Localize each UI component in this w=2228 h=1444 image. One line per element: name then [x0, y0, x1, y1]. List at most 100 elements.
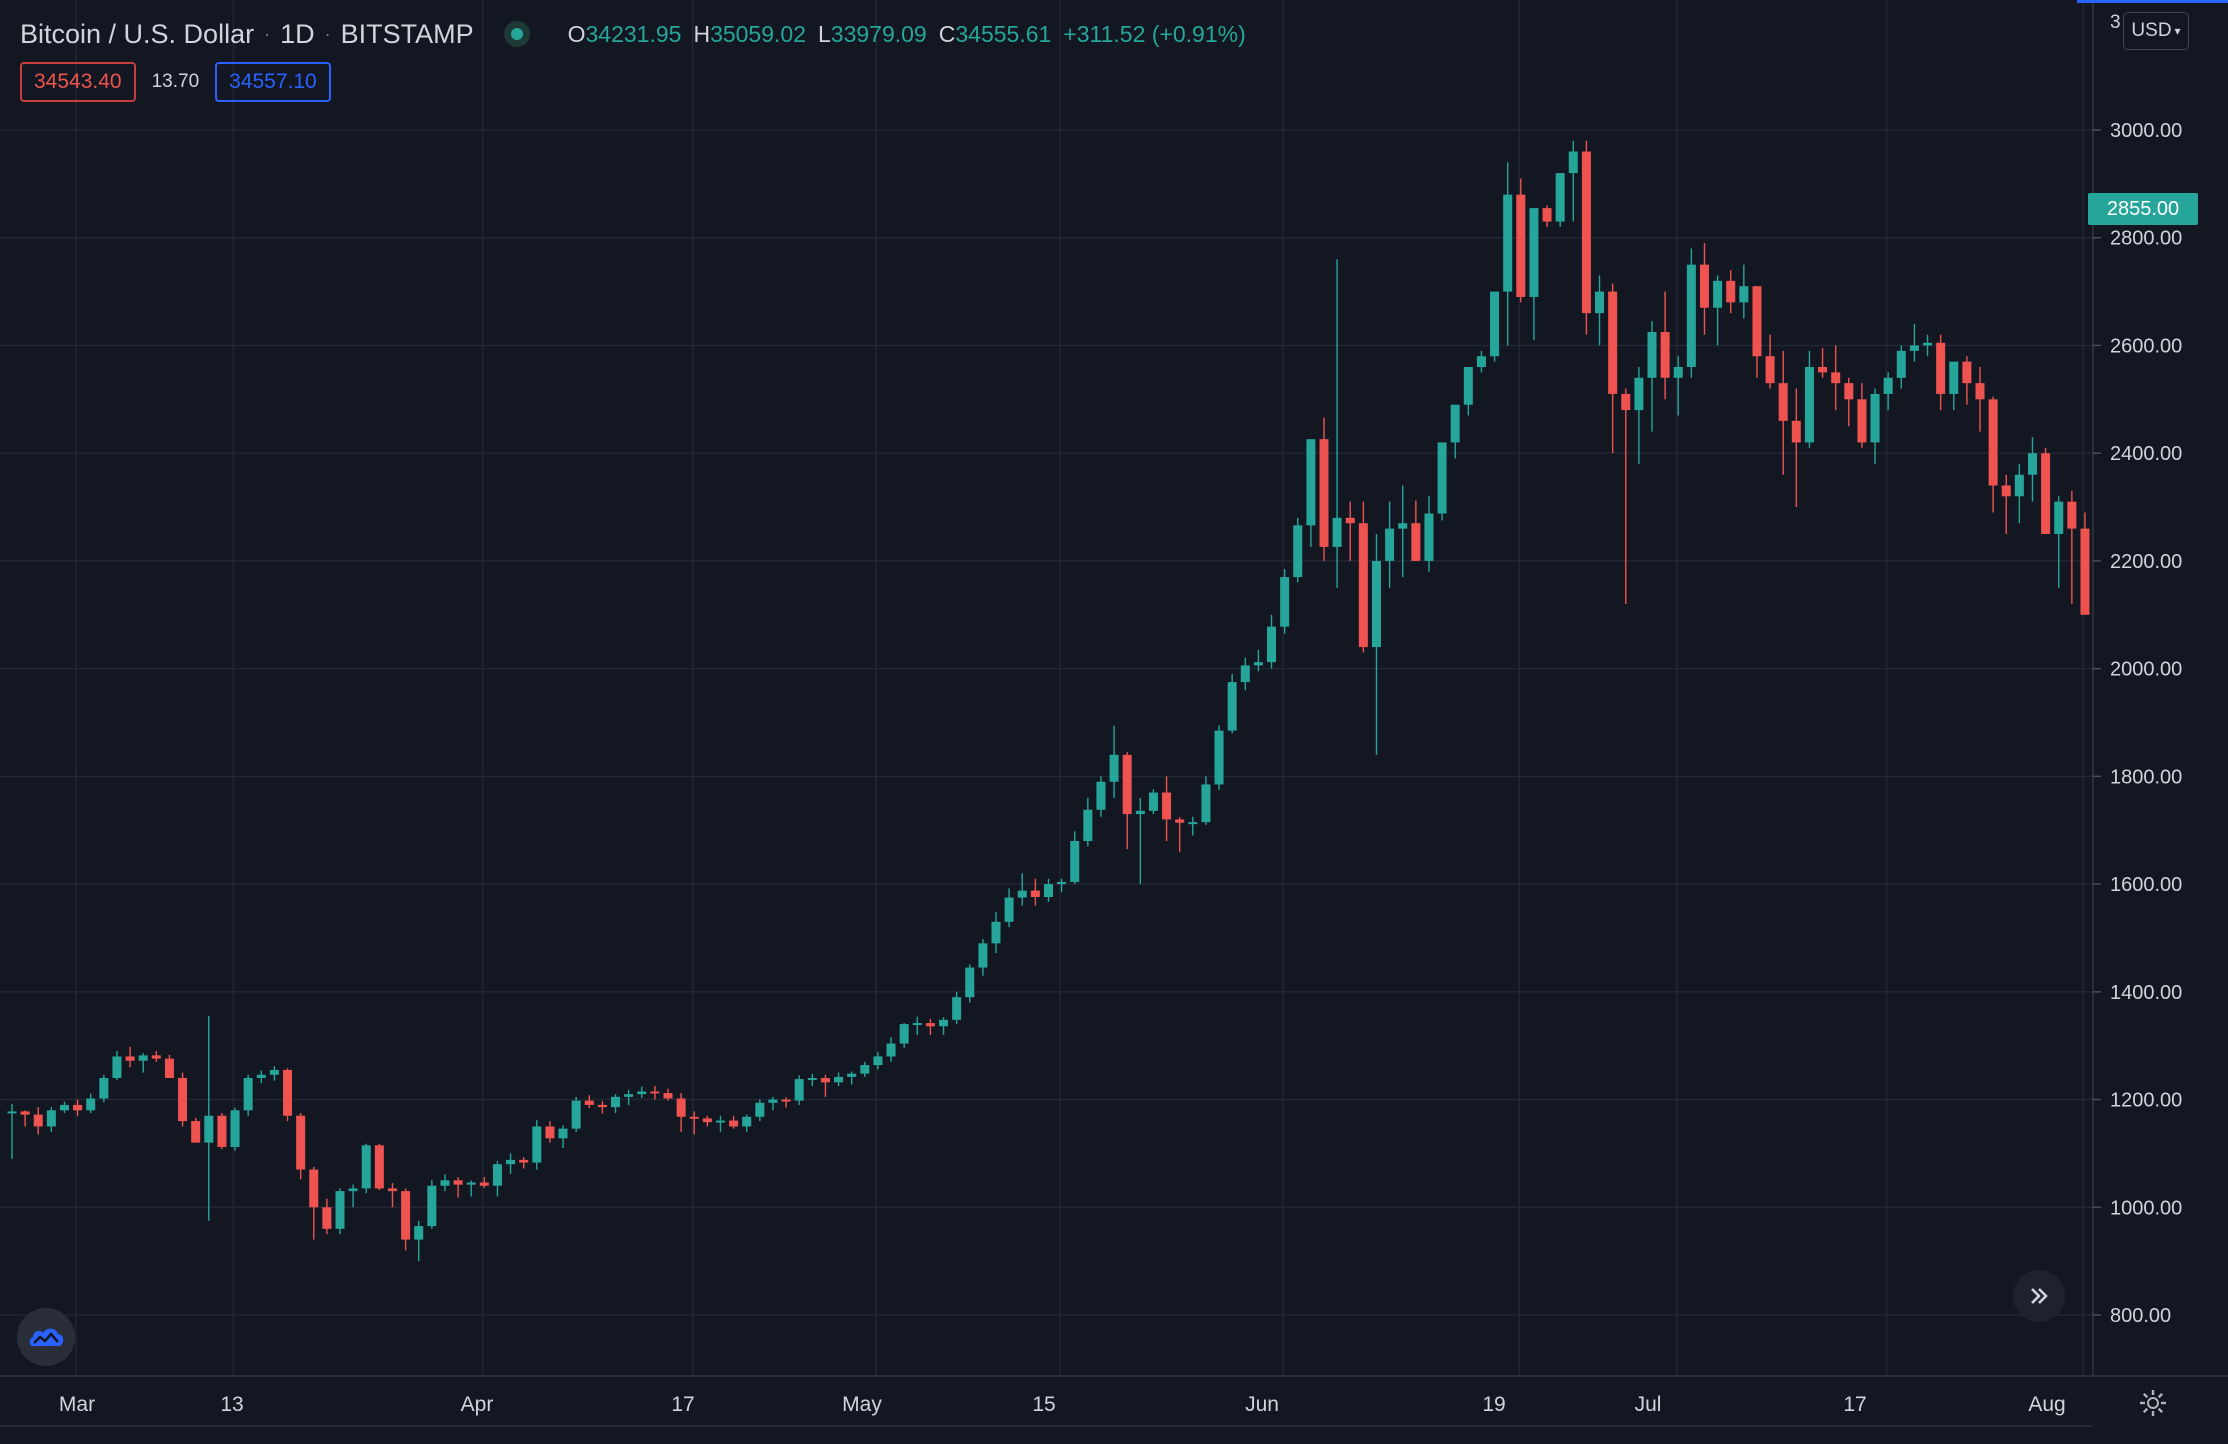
candle-body[interactable] [637, 1091, 647, 1095]
candle-body[interactable] [1135, 810, 1145, 815]
candle-body[interactable] [847, 1073, 857, 1077]
candle-body[interactable] [663, 1093, 673, 1099]
candle-body[interactable] [1424, 513, 1434, 561]
candle-body[interactable] [479, 1182, 489, 1186]
candle-body[interactable] [1621, 393, 1631, 411]
candle-body[interactable] [99, 1078, 109, 1099]
candle-body[interactable] [768, 1099, 778, 1103]
candle-body[interactable] [59, 1104, 69, 1111]
tradingview-cloud-icon[interactable] [17, 1308, 75, 1366]
candle-body[interactable] [781, 1099, 791, 1102]
candle-body[interactable] [1004, 897, 1014, 922]
candle-body[interactable] [191, 1121, 201, 1143]
candle-body[interactable] [794, 1079, 804, 1101]
candle-body[interactable] [1371, 560, 1381, 648]
candle-body[interactable] [361, 1145, 371, 1189]
candle-body[interactable] [1686, 264, 1696, 367]
candle-body[interactable] [178, 1078, 188, 1122]
candle-body[interactable] [1581, 151, 1591, 314]
candle-body[interactable] [217, 1115, 227, 1147]
candle-body[interactable] [256, 1074, 266, 1078]
candle-body[interactable] [1516, 194, 1526, 297]
candle-body[interactable] [151, 1055, 161, 1059]
candle-body[interactable] [492, 1164, 502, 1186]
gear-icon[interactable] [2138, 1388, 2168, 1418]
candle-body[interactable] [506, 1159, 516, 1165]
candle-body[interactable] [1660, 331, 1670, 378]
candle-body[interactable] [1201, 784, 1211, 823]
candle-body[interactable] [414, 1226, 424, 1240]
candle-body[interactable] [1804, 367, 1814, 443]
candle-body[interactable] [387, 1188, 397, 1192]
candle-body[interactable] [834, 1076, 844, 1083]
candle-body[interactable] [322, 1207, 332, 1229]
candle-body[interactable] [86, 1098, 96, 1111]
candle-body[interactable] [1739, 286, 1749, 303]
double-chevron-right-icon[interactable] [2013, 1270, 2065, 1322]
candle-body[interactable] [427, 1185, 437, 1227]
candle-body[interactable] [1529, 208, 1539, 297]
candle-body[interactable] [1476, 356, 1486, 367]
candle-body[interactable] [1319, 439, 1329, 547]
candle-body[interactable] [1411, 523, 1421, 561]
candle-body[interactable] [1253, 662, 1263, 666]
candle-body[interactable] [1083, 809, 1093, 841]
candle-body[interactable] [1857, 399, 1867, 443]
candle-body[interactable] [164, 1058, 174, 1078]
candle-body[interactable] [1699, 264, 1709, 308]
candle-body[interactable] [755, 1102, 765, 1117]
candle-body[interactable] [1870, 393, 1880, 443]
candle-body[interactable] [1608, 291, 1618, 394]
candle-body[interactable] [978, 943, 988, 968]
candle-body[interactable] [1568, 151, 1578, 174]
candle-body[interactable] [886, 1043, 896, 1057]
candle-body[interactable] [1214, 730, 1224, 785]
price-scale[interactable]: 800.00 1000.00 1200.00 1400.00 1600.00 1800.0… [2092, 0, 2228, 1376]
candle-body[interactable] [624, 1094, 634, 1097]
candle-body[interactable] [20, 1111, 30, 1115]
candle-body[interactable] [1293, 525, 1303, 578]
candle-body[interactable] [2054, 501, 2064, 534]
candle-body[interactable] [1240, 665, 1250, 683]
candles-group[interactable] [7, 140, 2228, 1262]
candle-body[interactable] [1385, 528, 1395, 561]
candle-body[interactable] [1778, 383, 1788, 421]
candle-body[interactable] [138, 1055, 148, 1061]
candle-body[interactable] [729, 1120, 739, 1127]
candle-body[interactable] [1883, 377, 1893, 394]
candle-body[interactable] [1280, 577, 1290, 627]
candle-body[interactable] [1595, 291, 1605, 314]
symbol-title[interactable]: Bitcoin / U.S. Dollar [20, 18, 255, 49]
candle-body[interactable] [1398, 523, 1408, 529]
candle-body[interactable] [2014, 474, 2024, 497]
candle-body[interactable] [230, 1110, 240, 1147]
sell-button[interactable]: 34543.40 [20, 62, 136, 102]
candle-body[interactable] [112, 1056, 122, 1078]
candle-body[interactable] [46, 1110, 56, 1127]
candle-body[interactable] [335, 1191, 345, 1229]
candle-body[interactable] [899, 1024, 909, 1044]
candle-body[interactable] [925, 1023, 935, 1027]
candle-body[interactable] [1503, 194, 1513, 292]
candle-body[interactable] [965, 967, 975, 998]
buy-button[interactable]: 34557.10 [215, 62, 331, 102]
candle-body[interactable] [584, 1100, 594, 1105]
candle-body[interactable] [466, 1182, 476, 1185]
candle-body[interactable] [1726, 280, 1736, 303]
candle-body[interactable] [1267, 626, 1277, 663]
candle-body[interactable] [401, 1191, 411, 1240]
candle-body[interactable] [1017, 890, 1027, 898]
candle-body[interactable] [1923, 342, 1933, 346]
candle-body[interactable] [1043, 884, 1053, 898]
candle-body[interactable] [1673, 367, 1683, 378]
candle-body[interactable] [1175, 819, 1185, 823]
candle-body[interactable] [715, 1120, 725, 1123]
candle-body[interactable] [7, 1111, 17, 1114]
candle-body[interactable] [283, 1069, 293, 1116]
candle-body[interactable] [125, 1056, 135, 1061]
candle-body[interactable] [1936, 342, 1946, 394]
candle-body[interactable] [1791, 420, 1801, 443]
candle-body[interactable] [2001, 485, 2011, 497]
candle-body[interactable] [440, 1180, 450, 1186]
candle-body[interactable] [1109, 754, 1119, 782]
